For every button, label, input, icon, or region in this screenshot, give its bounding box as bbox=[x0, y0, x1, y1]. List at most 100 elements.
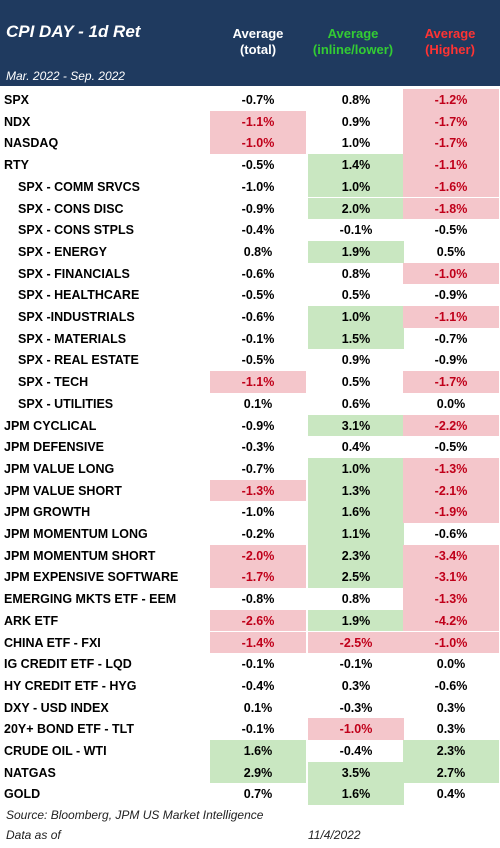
value-text: 2.3% bbox=[436, 744, 466, 758]
value-cell: -1.4% bbox=[210, 631, 306, 654]
value-cell: 1.6% bbox=[210, 740, 306, 762]
table-row: SPX -INDUSTRIALS -0.6% 1.0% -1.1% bbox=[0, 306, 500, 328]
value-cell: 2.9% bbox=[210, 761, 306, 784]
value-cell: 1.9% bbox=[308, 609, 404, 632]
value-text: -1.1% bbox=[241, 114, 275, 129]
value-text: 0.4% bbox=[436, 787, 466, 802]
value-text: 0.5% bbox=[341, 288, 371, 303]
value-text: -1.0% bbox=[241, 136, 275, 151]
row-label: NDX bbox=[4, 114, 31, 129]
value-text: 0.9% bbox=[341, 353, 371, 368]
value-cell: -1.0% bbox=[210, 132, 306, 155]
value-text: -0.5% bbox=[241, 158, 275, 173]
table-row: SPX - ENERGY 0.8% 1.9% 0.5% bbox=[0, 240, 500, 263]
value-cell: -0.6% bbox=[210, 263, 306, 285]
table-row: JPM MOMENTUM SHORT -2.0% 2.3% -3.4% bbox=[0, 544, 500, 567]
value-cell: -1.0% bbox=[403, 262, 499, 285]
value-cell: -0.9% bbox=[403, 349, 499, 371]
value-cell: -0.5% bbox=[403, 436, 499, 458]
table-row: 20Y+ BOND ETF - TLT -0.1% -1.0% 0.3% bbox=[0, 718, 500, 740]
value-text: -0.9% bbox=[241, 418, 275, 433]
value-cell: -0.1% bbox=[210, 653, 306, 675]
value-cell: 1.6% bbox=[308, 501, 404, 523]
table-row: SPX - UTILITIES 0.1% 0.6% 0.0% bbox=[0, 393, 500, 415]
value-text: 0.3% bbox=[436, 700, 466, 715]
value-text: -0.2% bbox=[241, 527, 275, 541]
value-cell: 0.1% bbox=[210, 393, 306, 415]
row-label: RTY bbox=[4, 158, 29, 173]
value-text: 0.3% bbox=[341, 678, 371, 693]
value-text: -1.2% bbox=[434, 93, 468, 107]
value-text: 1.5% bbox=[341, 331, 371, 346]
value-text: -0.6% bbox=[241, 310, 275, 324]
value-cell: 1.9% bbox=[308, 240, 404, 263]
value-text: -1.6% bbox=[434, 179, 468, 194]
col-header-higher: Average (Higher) bbox=[400, 26, 500, 58]
value-text: -0.1% bbox=[339, 657, 373, 672]
value-cell: 0.8% bbox=[308, 588, 404, 610]
value-cell: 0.5% bbox=[308, 284, 404, 306]
col-header-total: Average (total) bbox=[208, 26, 308, 58]
row-label: EMERGING MKTS ETF - EEM bbox=[4, 592, 177, 607]
table-row: JPM VALUE SHORT -1.3% 1.3% -2.1% bbox=[0, 479, 500, 502]
table-row: HY CREDIT ETF - HYG -0.4% 0.3% -0.6% bbox=[0, 675, 500, 697]
value-text: -2.5% bbox=[339, 635, 373, 650]
row-label: DXY - USD INDEX bbox=[4, 700, 109, 715]
value-cell: -0.9% bbox=[403, 284, 499, 306]
table-row: IG CREDIT ETF - LQD -0.1% -0.1% 0.0% bbox=[0, 653, 500, 675]
value-cell: 0.3% bbox=[403, 718, 499, 740]
col-header-line1: Average bbox=[327, 26, 379, 41]
source-note: Source: Bloomberg, JPM US Market Intelli… bbox=[6, 808, 264, 822]
value-text: -3.4% bbox=[434, 548, 468, 563]
col-header-line2: (Higher) bbox=[425, 42, 475, 57]
value-text: 0.3% bbox=[436, 722, 466, 737]
period-label: Mar. 2022 - Sep. 2022 bbox=[6, 69, 125, 83]
table-row: CHINA ETF - FXI -1.4% -2.5% -1.0% bbox=[0, 631, 500, 654]
value-text: 1.4% bbox=[341, 158, 371, 173]
value-cell: -0.1% bbox=[210, 328, 306, 350]
table-row: NDX -1.1% 0.9% -1.7% bbox=[0, 110, 500, 133]
value-cell: 0.0% bbox=[403, 393, 499, 415]
value-cell: 0.0% bbox=[403, 653, 499, 675]
row-label: IG CREDIT ETF - LQD bbox=[4, 657, 132, 672]
value-text: -0.3% bbox=[241, 440, 275, 455]
value-text: -3.1% bbox=[434, 570, 468, 585]
value-cell: 0.5% bbox=[403, 241, 499, 263]
value-cell: 0.8% bbox=[308, 263, 404, 285]
value-text: -1.1% bbox=[241, 375, 275, 390]
value-text: 0.8% bbox=[341, 266, 371, 281]
table-row: SPX -0.7% 0.8% -1.2% bbox=[0, 89, 500, 111]
row-label: SPX - FINANCIALS bbox=[18, 266, 130, 281]
value-cell: 1.0% bbox=[308, 132, 404, 154]
row-label: SPX - CONS STPLS bbox=[18, 223, 134, 238]
table-row: GOLD 0.7% 1.6% 0.4% bbox=[0, 783, 500, 806]
table-row: EMERGING MKTS ETF - EEM -0.8% 0.8% -1.3% bbox=[0, 588, 500, 610]
value-cell: -2.0% bbox=[210, 544, 306, 567]
value-text: -0.1% bbox=[339, 223, 373, 238]
value-text: -1.0% bbox=[241, 505, 275, 520]
value-text: 2.9% bbox=[243, 765, 273, 780]
value-text: 0.7% bbox=[243, 787, 273, 802]
value-cell: -1.0% bbox=[210, 501, 306, 523]
value-text: 0.8% bbox=[341, 592, 371, 607]
value-text: -1.0% bbox=[339, 722, 373, 737]
value-cell: -0.5% bbox=[210, 154, 306, 176]
value-cell: -3.4% bbox=[403, 544, 499, 567]
value-cell: 0.9% bbox=[308, 349, 404, 371]
value-text: -1.3% bbox=[434, 461, 468, 476]
value-cell: -1.7% bbox=[403, 132, 499, 155]
value-cell: 1.1% bbox=[308, 523, 404, 545]
value-cell: -3.1% bbox=[403, 566, 499, 589]
value-cell: -0.6% bbox=[210, 306, 306, 328]
row-label: CRUDE OIL - WTI bbox=[4, 744, 107, 758]
value-text: -1.4% bbox=[241, 635, 275, 650]
value-cell: -1.1% bbox=[210, 371, 306, 393]
value-text: -0.5% bbox=[241, 288, 275, 303]
row-label: SPX - CONS DISC bbox=[18, 201, 124, 216]
value-cell: 1.0% bbox=[308, 175, 404, 198]
value-text: -0.6% bbox=[434, 527, 468, 541]
row-label: JPM MOMENTUM SHORT bbox=[4, 548, 156, 563]
value-cell: 2.3% bbox=[403, 740, 499, 762]
value-text: -0.8% bbox=[241, 592, 275, 607]
